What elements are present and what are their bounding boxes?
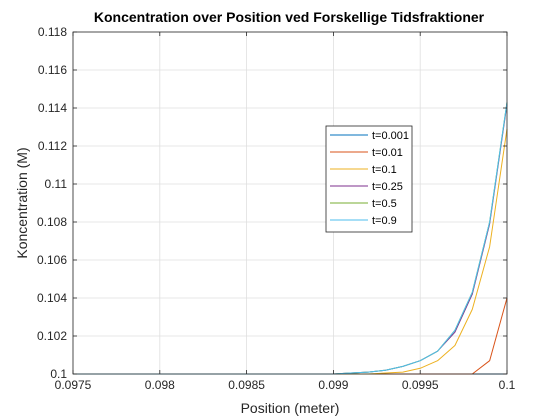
y-tick-label: 0.112 bbox=[38, 139, 67, 153]
legend-label: t=0.001 bbox=[372, 130, 409, 142]
y-tick-label: 0.116 bbox=[38, 63, 67, 77]
legend-label: t=0.01 bbox=[372, 147, 403, 159]
x-tick-label: 0.0995 bbox=[402, 378, 439, 392]
y-tick-label: 0.108 bbox=[37, 215, 67, 229]
plot-area bbox=[72, 31, 508, 375]
x-tick-label: 0.099 bbox=[318, 378, 348, 392]
x-tick-label: 0.1 bbox=[499, 378, 516, 392]
y-tick-labels: 0.1 0.102 0.104 0.106 0.108 0.11 0.112 0.114 0.1… bbox=[37, 25, 67, 381]
x-tick-label: 0.098 bbox=[145, 378, 175, 392]
legend-label: t=0.25 bbox=[372, 181, 403, 193]
y-axis-label: Koncentration (M) bbox=[14, 147, 30, 258]
legend-label: t=0.1 bbox=[372, 164, 397, 176]
y-tick-label: 0.106 bbox=[37, 253, 67, 267]
plot-frame bbox=[72, 31, 508, 375]
y-tick-label: 0.104 bbox=[37, 291, 67, 305]
y-tick-label: 0.114 bbox=[38, 101, 67, 115]
y-tick-label: 0.118 bbox=[38, 25, 67, 39]
legend-box bbox=[325, 125, 413, 233]
ticks bbox=[72, 31, 508, 375]
y-tick-label: 0.11 bbox=[45, 177, 68, 191]
x-tick-labels: 0.0975 0.098 0.0985 0.099 0.0995 0.1 bbox=[55, 378, 516, 392]
x-axis-label: Position (meter) bbox=[241, 400, 340, 416]
grid bbox=[72, 31, 508, 375]
plot-background bbox=[73, 32, 507, 374]
x-tick-label: 0.0985 bbox=[228, 378, 265, 392]
legend-label: t=0.9 bbox=[372, 215, 397, 227]
chart-title: Koncentration over Position ved Forskell… bbox=[94, 9, 485, 25]
y-tick-label: 0.1 bbox=[50, 367, 67, 381]
legend: t=0.001 t=0.01 t=0.1 t=0.25 t=0.5 t=0.9 bbox=[325, 125, 413, 233]
y-tick-label: 0.102 bbox=[37, 329, 67, 343]
legend-label: t=0.5 bbox=[372, 198, 397, 210]
x-tick-label: 0.0975 bbox=[55, 378, 92, 392]
